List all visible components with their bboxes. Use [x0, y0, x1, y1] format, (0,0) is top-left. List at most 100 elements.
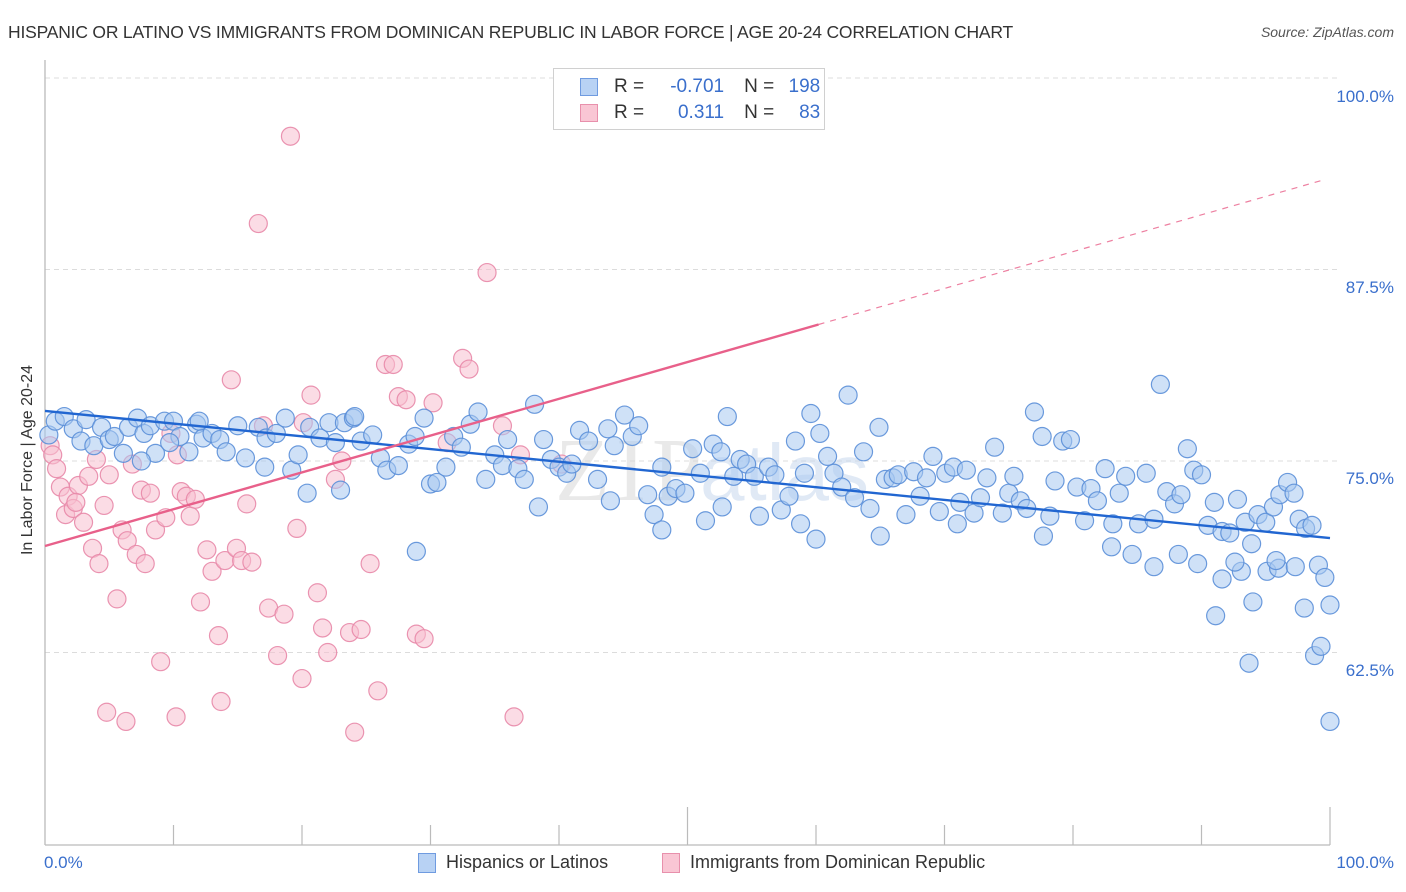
point-hispanics: [1033, 526, 1054, 546]
point-hispanics: [427, 472, 447, 493]
legend-item-immigrants[interactable]: Immigrants from Dominican Republic: [662, 852, 985, 873]
point-hispanics: [325, 433, 346, 453]
point-hispanics: [436, 457, 456, 477]
pink-swatch-icon: [662, 852, 680, 873]
point-hispanics: [1320, 595, 1340, 615]
point-hispanics: [216, 442, 236, 462]
point-hispanics: [255, 457, 275, 477]
point-hispanics: [779, 486, 799, 506]
point-immigrants: [360, 554, 380, 574]
n-value: 198: [788, 76, 821, 97]
point-hispanics: [235, 448, 256, 468]
point-hispanics: [683, 439, 703, 459]
point-hispanics: [1243, 592, 1263, 612]
point-hispanics: [1004, 466, 1024, 486]
point-hispanics: [104, 426, 124, 447]
point-immigrants: [477, 262, 497, 283]
point-immigrants: [423, 393, 443, 413]
point-immigrants: [345, 722, 365, 742]
source-label: Source: ZipAtlas.com: [1260, 24, 1394, 40]
point-immigrants: [267, 645, 288, 666]
y-tick-label: 75.0%: [1345, 469, 1394, 488]
blue-swatch-icon: [418, 852, 436, 873]
point-immigrants: [396, 390, 416, 410]
n-label: N =: [744, 76, 775, 97]
legend-label: Immigrants from Dominican Republic: [690, 852, 986, 872]
point-hispanics: [1285, 557, 1305, 577]
r-label: R =: [614, 76, 645, 97]
point-hispanics: [1302, 515, 1322, 535]
point-immigrants: [221, 370, 241, 390]
point-immigrants: [107, 589, 127, 609]
point-hispanics: [810, 423, 830, 444]
r-value: -0.701: [670, 76, 725, 97]
point-immigrants: [248, 213, 268, 234]
point-hispanics: [492, 455, 513, 476]
point-hispanics: [1225, 552, 1245, 572]
point-hispanics: [297, 483, 317, 503]
point-hispanics: [956, 460, 976, 480]
point-immigrants: [66, 492, 86, 512]
point-hispanics: [1311, 636, 1331, 656]
point-immigrants: [202, 561, 222, 581]
point-hispanics: [888, 465, 908, 485]
y-axis-label: In Labor Force | Age 20-24: [19, 364, 36, 556]
point-immigrants: [190, 592, 211, 612]
point-immigrants: [280, 126, 301, 146]
point-immigrants: [145, 520, 166, 540]
point-hispanics: [1212, 569, 1232, 589]
point-hispanics: [1116, 466, 1136, 486]
point-hispanics: [363, 425, 383, 445]
point-immigrants: [135, 554, 155, 574]
point-hispanics: [801, 403, 821, 424]
series-immigrants-points: [40, 71, 808, 742]
point-hispanics: [1242, 534, 1262, 554]
point-hispanics: [1266, 550, 1286, 571]
point-immigrants: [368, 681, 388, 701]
trend-line-immigrants-extrapolated: [818, 178, 1326, 326]
point-hispanics: [1136, 463, 1156, 483]
point-hispanics: [1122, 544, 1142, 565]
trend-lines: [44, 178, 1331, 548]
point-hispanics: [514, 469, 534, 489]
point-hispanics: [923, 446, 943, 467]
r-value: 0.311: [677, 102, 725, 123]
point-hispanics: [468, 402, 488, 422]
point-immigrants: [197, 540, 217, 560]
point-hispanics: [330, 480, 351, 500]
point-immigrants: [287, 518, 307, 539]
point-hispanics: [853, 442, 874, 462]
point-hispanics: [690, 463, 710, 483]
point-hispanics: [1227, 489, 1248, 509]
point-hispanics: [345, 406, 365, 427]
point-hispanics: [1204, 492, 1224, 512]
point-immigrants: [351, 619, 371, 640]
point-hispanics: [1206, 606, 1226, 626]
chart-title: HISPANIC OR LATINO VS IMMIGRANTS FROM DO…: [8, 22, 1014, 42]
point-hispanics: [869, 417, 889, 437]
point-hispanics: [614, 405, 635, 425]
point-hispanics: [160, 433, 180, 453]
legend-row-immigrants: R = 0.311 N = 83: [580, 101, 820, 125]
point-hispanics: [587, 469, 608, 489]
point-hispanics: [717, 406, 737, 427]
legend-item-hispanics[interactable]: Hispanics or Latinos: [418, 852, 608, 873]
point-immigrants: [211, 691, 231, 712]
point-hispanics: [929, 501, 949, 522]
point-hispanics: [985, 437, 1005, 457]
point-hispanics: [228, 416, 248, 436]
point-hispanics: [1150, 374, 1170, 394]
point-hispanics: [414, 408, 434, 428]
point-immigrants: [46, 459, 67, 479]
point-hispanics: [711, 442, 731, 462]
point-hispanics: [1284, 483, 1304, 503]
point-hispanics: [817, 446, 838, 467]
point-hispanics: [629, 416, 649, 436]
point-hispanics: [652, 520, 672, 540]
point-hispanics: [916, 468, 937, 488]
point-hispanics: [131, 451, 151, 471]
point-immigrants: [301, 385, 321, 405]
point-hispanics: [838, 385, 858, 405]
point-hispanics: [695, 511, 716, 531]
point-hispanics: [1239, 653, 1259, 673]
